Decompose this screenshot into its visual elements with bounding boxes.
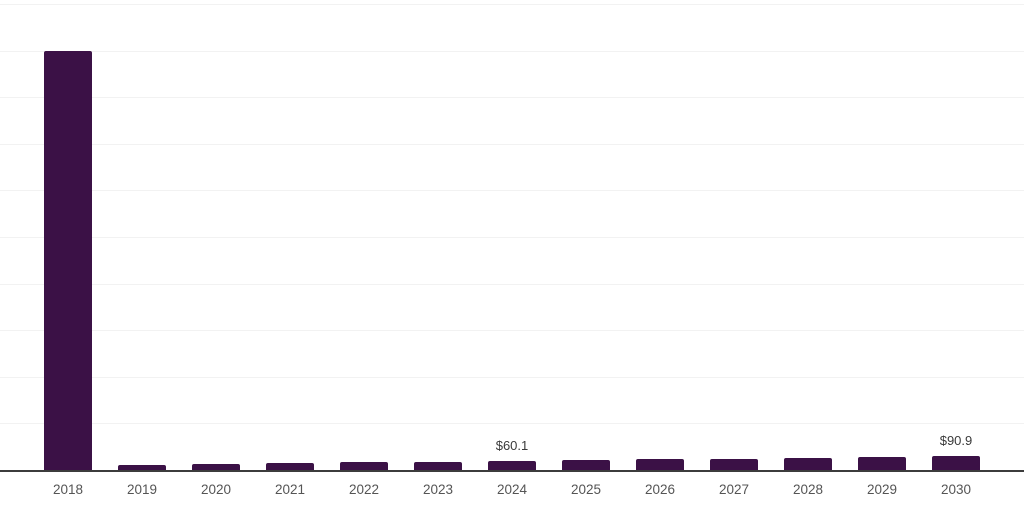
bar-slot[interactable] xyxy=(549,0,623,470)
x-tick-label-2027: 2027 xyxy=(718,482,750,497)
bar-2021[interactable] xyxy=(266,462,314,470)
bar-slot[interactable] xyxy=(253,0,327,470)
x-tick-label-2029: 2029 xyxy=(866,482,898,497)
x-tick-label-2023: 2023 xyxy=(422,482,454,497)
bar-2022[interactable] xyxy=(340,462,388,470)
bar-slot[interactable]: $90.9 xyxy=(919,0,993,470)
bar-2026[interactable] xyxy=(636,459,684,470)
bar-2023[interactable] xyxy=(414,461,462,470)
x-axis-tick-labels: 2018 2019 2020 2021 2022 2023 2024 2025 2026 2027… xyxy=(0,482,1024,512)
bar-2019[interactable] xyxy=(118,464,166,470)
gridline xyxy=(0,4,1024,5)
bar-slot[interactable] xyxy=(179,0,253,470)
bar-slot[interactable] xyxy=(401,0,475,470)
bar-slot[interactable] xyxy=(623,0,697,470)
bar-slot[interactable] xyxy=(327,0,401,470)
gridline xyxy=(0,97,1024,98)
bar-2025[interactable] xyxy=(562,460,610,470)
x-tick-label-2022: 2022 xyxy=(348,482,380,497)
bar-2028[interactable] xyxy=(784,457,832,470)
plot-area: $60.1 $90.9 xyxy=(31,0,993,470)
bar-2018[interactable] xyxy=(44,51,92,470)
bar-slot[interactable]: $60.1 xyxy=(475,0,549,470)
gridline xyxy=(0,284,1024,285)
gridline xyxy=(0,423,1024,424)
gridline xyxy=(0,377,1024,378)
x-tick-label-2019: 2019 xyxy=(126,482,158,497)
gridline xyxy=(0,190,1024,191)
x-tick-label-2018: 2018 xyxy=(52,482,84,497)
x-tick-label-2025: 2025 xyxy=(570,482,602,497)
bar-value-label-2030: $90.9 xyxy=(939,433,973,449)
x-tick-label-2021: 2021 xyxy=(274,482,306,497)
bar-slot[interactable] xyxy=(31,0,105,470)
bar-2027[interactable] xyxy=(710,458,758,470)
bar-slot[interactable] xyxy=(697,0,771,470)
bar-value-label-2024: $60.1 xyxy=(495,438,529,453)
bar-slot[interactable] xyxy=(845,0,919,470)
bar-slot[interactable] xyxy=(105,0,179,470)
bar-2024[interactable] xyxy=(488,461,536,470)
gridline xyxy=(0,237,1024,238)
bar-2030[interactable] xyxy=(932,456,980,470)
x-axis-line xyxy=(0,470,1024,472)
x-tick-label-2026: 2026 xyxy=(644,482,676,497)
x-tick-label-2024: 2024 xyxy=(496,482,528,497)
gridline xyxy=(0,144,1024,145)
gridline xyxy=(0,51,1024,52)
gridline xyxy=(0,330,1024,331)
x-tick-label-2030: 2030 xyxy=(940,482,972,497)
bar-2029[interactable] xyxy=(858,457,906,470)
x-tick-label-2028: 2028 xyxy=(792,482,824,497)
bar-slot[interactable] xyxy=(771,0,845,470)
bar-2020[interactable] xyxy=(192,463,240,470)
x-tick-label-2020: 2020 xyxy=(200,482,232,497)
